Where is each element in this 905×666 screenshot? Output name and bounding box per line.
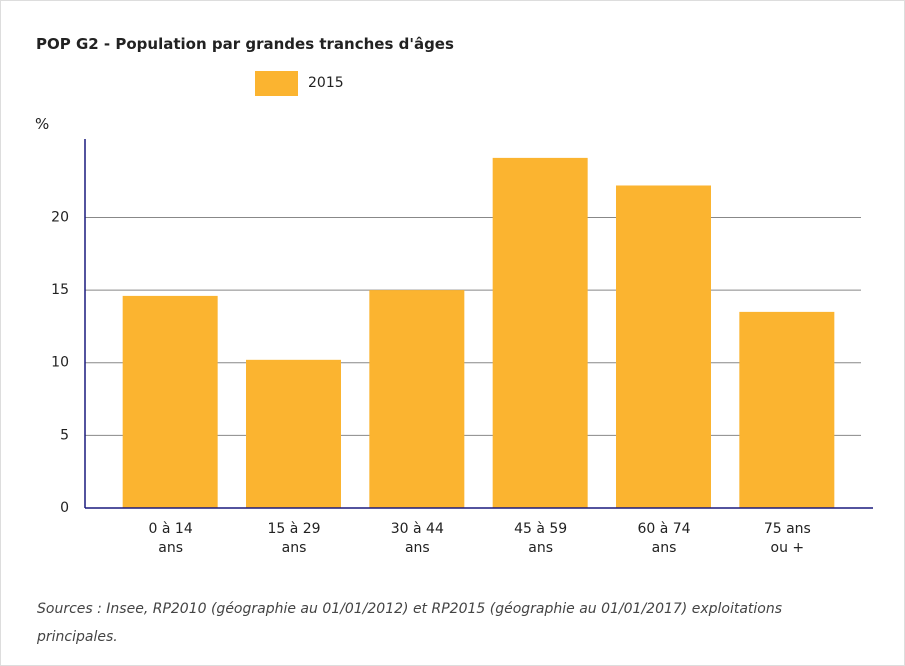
- x-tick-label: 0 à 14 ans: [148, 521, 193, 556]
- x-tick-label: 15 à 29 ans: [267, 521, 321, 556]
- y-axis-label: %: [35, 115, 50, 133]
- bar: [246, 359, 341, 508]
- chart-title: POP G2 - Population par grandes tranches…: [36, 35, 454, 53]
- y-tick-label: 15: [51, 282, 69, 298]
- bar: [122, 295, 218, 508]
- y-tick-label: 10: [51, 355, 69, 371]
- bar: [492, 157, 588, 508]
- x-tick-label: 45 à 59 ans: [514, 521, 568, 556]
- bar: [739, 311, 835, 508]
- legend-label: 2015: [308, 75, 344, 91]
- y-tick-label: 20: [51, 209, 69, 225]
- y-tick-label: 5: [60, 427, 69, 443]
- bar: [369, 290, 465, 508]
- x-tick-label: 75 ans ou +: [763, 521, 811, 556]
- x-tick-label: 60 à 74 ans: [637, 521, 691, 556]
- legend-swatch: [255, 71, 298, 96]
- x-tick-label: 30 à 44 ans: [390, 521, 444, 556]
- source-note: Sources : Insee, RP2010 (géographie au 0…: [37, 601, 783, 645]
- y-tick-label: 0: [60, 500, 69, 516]
- bar: [616, 185, 711, 508]
